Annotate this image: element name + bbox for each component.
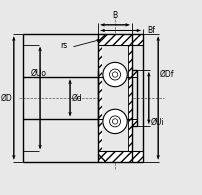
Circle shape — [112, 119, 118, 124]
Bar — [98, 70, 132, 77]
Circle shape — [109, 116, 121, 127]
Circle shape — [109, 69, 121, 80]
Bar — [132, 34, 143, 44]
Bar — [99, 44, 132, 151]
Text: ØUo: ØUo — [31, 69, 47, 78]
Bar — [132, 119, 137, 126]
Circle shape — [103, 62, 127, 87]
Bar — [132, 70, 137, 77]
Bar — [128, 44, 132, 151]
Text: B: B — [113, 11, 118, 20]
Circle shape — [103, 109, 127, 134]
Text: ØUi: ØUi — [151, 118, 164, 127]
Bar — [98, 34, 132, 44]
Text: rs: rs — [60, 41, 67, 50]
Text: Bf: Bf — [147, 26, 155, 35]
Bar — [98, 151, 132, 162]
Text: Ød: Ød — [72, 93, 83, 102]
Bar — [98, 119, 132, 126]
Circle shape — [112, 72, 118, 77]
Text: ØD: ØD — [0, 93, 12, 102]
Bar — [102, 45, 128, 151]
Bar — [132, 151, 143, 162]
Bar — [98, 44, 102, 151]
Text: ØDf: ØDf — [160, 70, 175, 79]
